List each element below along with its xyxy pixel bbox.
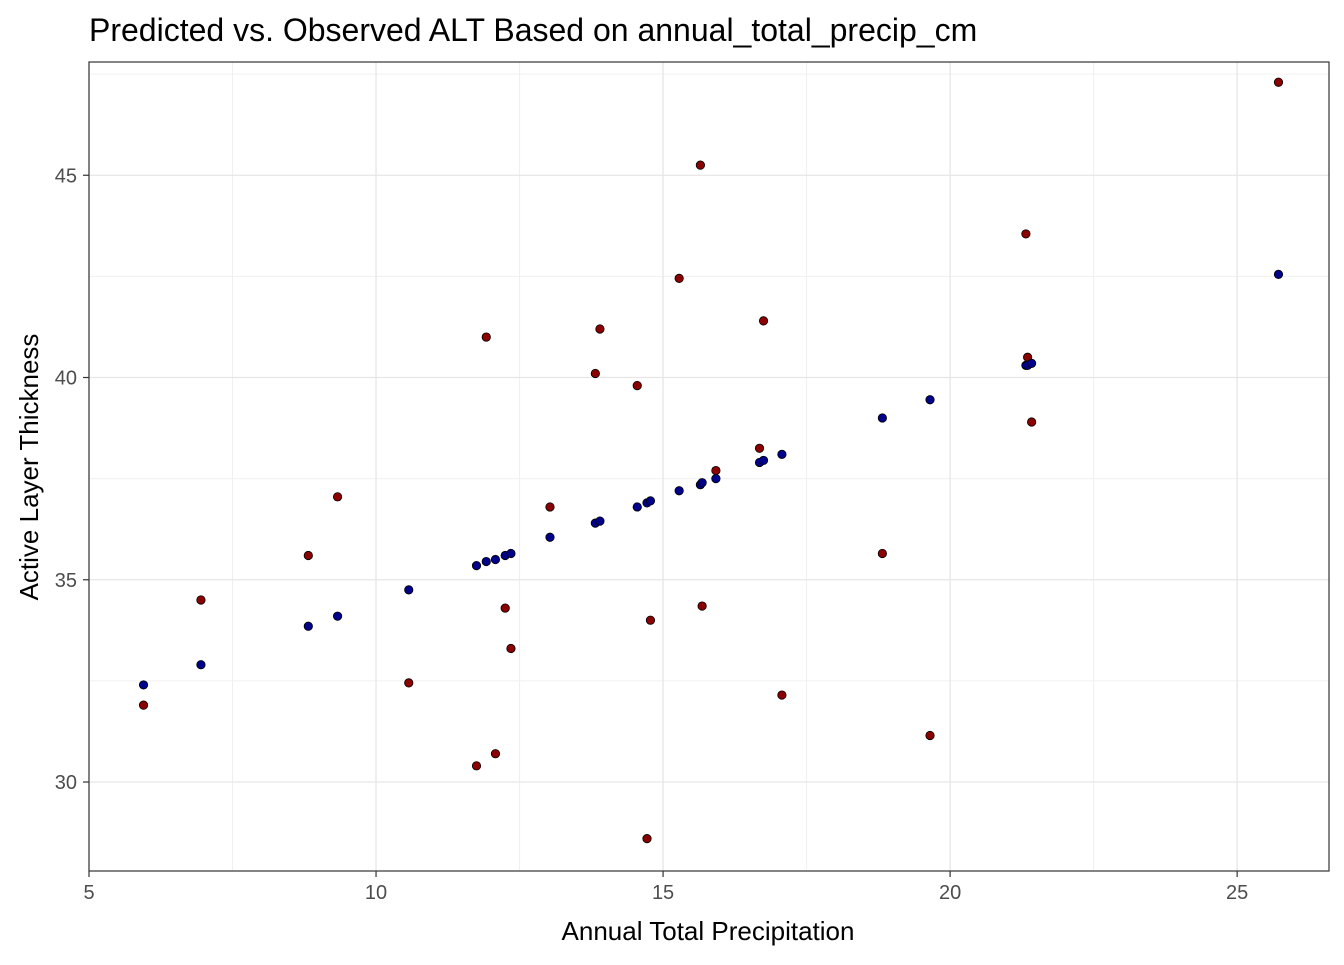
data-point-red [545, 502, 555, 512]
chart-title: Predicted vs. Observed ALT Based on annu… [89, 12, 977, 48]
data-point-red [506, 643, 516, 654]
data-point-blue [196, 660, 206, 670]
data-point-blue [697, 478, 707, 488]
data-point-blue [332, 611, 343, 621]
data-point-red [697, 601, 707, 611]
data-point-red [138, 700, 149, 710]
data-point-red [642, 834, 652, 844]
data-point-red [196, 595, 206, 605]
plot-panel-border [88, 61, 1330, 872]
data-point-red [595, 324, 605, 334]
data-point-blue [545, 532, 555, 542]
x-axis-label: Annual Total Precipitation [562, 916, 855, 946]
data-point-red [754, 443, 765, 453]
data-point-blue [595, 516, 605, 526]
data-point-blue [925, 395, 935, 405]
data-point-blue [506, 548, 516, 559]
data-point-red [1021, 229, 1031, 239]
data-point-red [303, 550, 313, 561]
data-point-blue [303, 621, 313, 631]
data-point-red [877, 548, 887, 559]
data-point-red [925, 730, 935, 741]
x-tick-label: 5 [83, 882, 94, 904]
grid-lines [88, 62, 1329, 871]
data-point-blue [711, 474, 721, 484]
data-point-red [332, 492, 343, 502]
data-point-red [1273, 77, 1284, 87]
y-tick-label: 35 [55, 570, 77, 592]
data-point-red [758, 316, 769, 326]
data-point-blue [645, 496, 656, 506]
data-point-blue [471, 561, 482, 571]
x-tick-label: 20 [939, 882, 961, 904]
data-point-blue [1027, 358, 1037, 368]
data-point-red [674, 273, 684, 284]
data-point-red [777, 690, 787, 700]
data-point-red [695, 160, 705, 170]
data-point-blue [404, 585, 414, 595]
data-point-blue [481, 556, 491, 567]
data-point-red [500, 603, 510, 613]
data-point-blue [490, 554, 501, 565]
y-tick-label: 30 [55, 772, 77, 794]
data-point-blue [1273, 269, 1284, 279]
data-point-red [711, 465, 721, 476]
y-axis: 30 35 40 45 [55, 165, 89, 794]
x-tick-label: 15 [652, 882, 674, 904]
data-point-red [404, 678, 414, 688]
data-point-blue [758, 455, 769, 466]
data-point-red [490, 749, 501, 759]
data-points [138, 77, 1284, 844]
data-point-blue [632, 502, 642, 512]
y-axis-label: Active Layer Thickness [14, 334, 44, 601]
data-point-red [632, 380, 642, 391]
y-tick-label: 45 [55, 165, 77, 187]
data-point-red [1027, 417, 1037, 427]
data-point-blue [674, 486, 684, 496]
data-point-red [590, 368, 600, 379]
data-point-blue [877, 413, 887, 423]
data-point-red [645, 615, 656, 625]
data-point-blue [777, 449, 787, 459]
data-point-red [471, 761, 482, 771]
data-point-blue [138, 680, 149, 690]
data-point-red [481, 332, 491, 342]
x-tick-label: 25 [1226, 882, 1248, 904]
x-axis: 5 10 15 20 25 [83, 871, 1248, 904]
x-tick-label: 10 [365, 882, 387, 904]
y-tick-label: 40 [55, 368, 77, 390]
